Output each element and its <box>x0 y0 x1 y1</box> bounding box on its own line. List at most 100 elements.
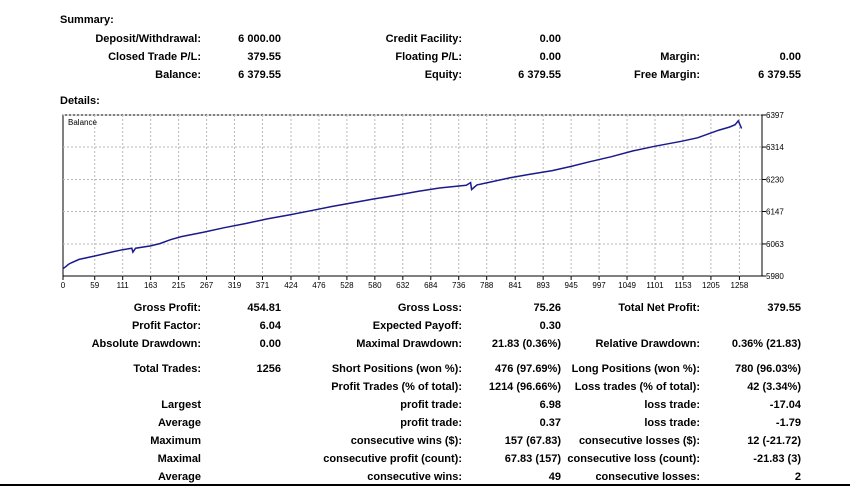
total-trades-label: Total Trades: <box>133 363 201 375</box>
average-loss-trade-label: loss trade: <box>644 417 700 429</box>
equity-label: Equity: <box>424 69 462 81</box>
max-consecutive-losses-label: consecutive losses ($): <box>578 435 700 447</box>
total-trades-value: 1256 <box>256 363 281 375</box>
free-margin-value: 6 379.55 <box>758 69 801 81</box>
profit-factor-label: Profit Factor: <box>131 320 201 332</box>
free-margin-label: Free Margin: <box>633 69 700 81</box>
absolute-drawdown-value: 0.00 <box>259 338 281 350</box>
largest-loss-trade-value: -17.04 <box>769 399 801 411</box>
total-net-profit-label: Total Net Profit: <box>618 302 700 314</box>
closed-trade-pl-label: Closed Trade P/L: <box>108 51 201 63</box>
x-tick-label: 59 <box>90 281 99 290</box>
average-loss-trade-value: -1.79 <box>775 417 801 429</box>
largest-profit-trade-value: 6.98 <box>539 399 561 411</box>
x-tick-label: 788 <box>480 281 494 290</box>
equity-value: 6 379.55 <box>518 69 561 81</box>
relative-drawdown-value: 0.36% (21.83) <box>731 338 801 350</box>
x-tick-label: 1153 <box>674 281 692 290</box>
gross-profit-label: Gross Profit: <box>133 302 201 314</box>
x-tick-label: 684 <box>424 281 438 290</box>
x-tick-label: 424 <box>284 281 298 290</box>
gross-loss-label: Gross Loss: <box>397 302 462 314</box>
absolute-drawdown-label: Absolute Drawdown: <box>91 338 201 350</box>
x-tick-label: 371 <box>256 281 270 290</box>
closed-trade-pl-value: 379.55 <box>247 51 281 63</box>
total-net-profit-value: 379.55 <box>767 302 801 314</box>
expected-payoff-label: Expected Payoff: <box>372 320 462 332</box>
profit-factor-value: 6.04 <box>259 320 281 332</box>
credit-facility-label: Credit Facility: <box>385 33 462 45</box>
maximal-consecutive-profit-value: 67.83 (157) <box>504 453 561 465</box>
x-tick-label: 0 <box>61 281 66 290</box>
maximal-consecutive-loss-value: -21.83 (3) <box>753 453 801 465</box>
loss-trades-label: Loss trades (% of total): <box>574 381 700 393</box>
credit-facility-value: 0.00 <box>539 33 561 45</box>
short-positions-label: Short Positions (won %): <box>331 363 462 375</box>
long-positions-label: Long Positions (won %): <box>571 363 700 375</box>
x-tick-label: 163 <box>144 281 158 290</box>
profit-trades-label: Profit Trades (% of total): <box>331 381 462 393</box>
largest-loss-trade-label: loss trade: <box>644 399 700 411</box>
deposit-withdrawal-value: 6 000.00 <box>238 33 281 45</box>
x-tick-label: 528 <box>340 281 354 290</box>
max-consecutive-wins-label: consecutive wins ($): <box>350 435 462 447</box>
y-tick-label: 6147 <box>766 208 784 217</box>
y-tick-label: 6063 <box>766 240 784 249</box>
x-tick-label: 841 <box>509 281 523 290</box>
average-consecutive-losses-value: 2 <box>794 471 801 483</box>
expected-payoff-value: 0.30 <box>539 320 561 332</box>
average-profit-trade-value: 0.37 <box>539 417 561 429</box>
balance-chart: 0 59 111 163 215 267 319 371 424 476 528 580 632 684 7… <box>61 111 785 290</box>
x-tick-label: 736 <box>452 281 466 290</box>
loss-trades-value: 42 (3.34%) <box>747 381 801 393</box>
largest-profit-trade-label: profit trade: <box>400 399 462 411</box>
x-tick-label: 945 <box>564 281 578 290</box>
gross-loss-value: 75.26 <box>533 302 561 314</box>
y-tick-label: 6397 <box>766 111 784 120</box>
short-positions-value: 476 (97.69%) <box>494 363 561 375</box>
long-positions-value: 780 (96.03%) <box>734 363 801 375</box>
deposit-withdrawal-label: Deposit/Withdrawal: <box>95 33 201 45</box>
floating-pl-label: Floating P/L: <box>395 51 462 63</box>
average-profit-trade-label: profit trade: <box>400 417 462 429</box>
relative-drawdown-label: Relative Drawdown: <box>595 338 700 350</box>
bottom-divider <box>0 484 850 486</box>
max-consecutive-wins-value: 157 (67.83) <box>504 435 561 447</box>
balance-value: 6 379.55 <box>238 69 281 81</box>
max-consecutive-losses-value: 12 (-21.72) <box>747 435 801 447</box>
x-tick-label: 111 <box>117 281 130 290</box>
x-tick-label: 476 <box>312 281 326 290</box>
x-tick-label: 632 <box>396 281 410 290</box>
balance-label: Balance: <box>155 69 201 81</box>
y-tick-label: 6314 <box>766 143 784 152</box>
maximal-consecutive-loss-label: consecutive loss (count): <box>567 453 700 465</box>
x-tick-label: 580 <box>368 281 382 290</box>
average-label: Average <box>157 417 201 429</box>
chart-frame <box>62 114 763 277</box>
average-consecutive-wins-value: 49 <box>548 471 561 483</box>
maximal-consecutive-profit-label: consecutive profit (count): <box>323 453 462 465</box>
y-tick-label: 6230 <box>766 175 784 184</box>
floating-pl-value: 0.00 <box>539 51 561 63</box>
x-tick-label: 1049 <box>618 281 636 290</box>
maximal-drawdown-value: 21.83 (0.36%) <box>491 338 561 350</box>
x-tick-label: 1101 <box>646 281 664 290</box>
summary-title: Summary: <box>60 14 114 26</box>
maximum-label: Maximum <box>150 435 201 447</box>
x-tick-label: 319 <box>228 281 242 290</box>
maximal-drawdown-label: Maximal Drawdown: <box>356 338 462 350</box>
x-tick-label: 267 <box>200 281 214 290</box>
x-tick-label: 997 <box>592 281 606 290</box>
gross-profit-value: 454.81 <box>247 302 281 314</box>
margin-value: 0.00 <box>779 51 801 63</box>
margin-label: Margin: <box>660 51 700 63</box>
profit-trades-value: 1214 (96.66%) <box>488 381 561 393</box>
chart-title: Balance <box>68 118 97 127</box>
x-tick-label: 893 <box>536 281 550 290</box>
details-title: Details: <box>60 95 100 107</box>
average-consecutive-label: Average <box>157 471 201 483</box>
balance-series-line <box>62 119 743 270</box>
largest-label: Largest <box>161 399 201 411</box>
x-tick-label: 1205 <box>702 281 720 290</box>
